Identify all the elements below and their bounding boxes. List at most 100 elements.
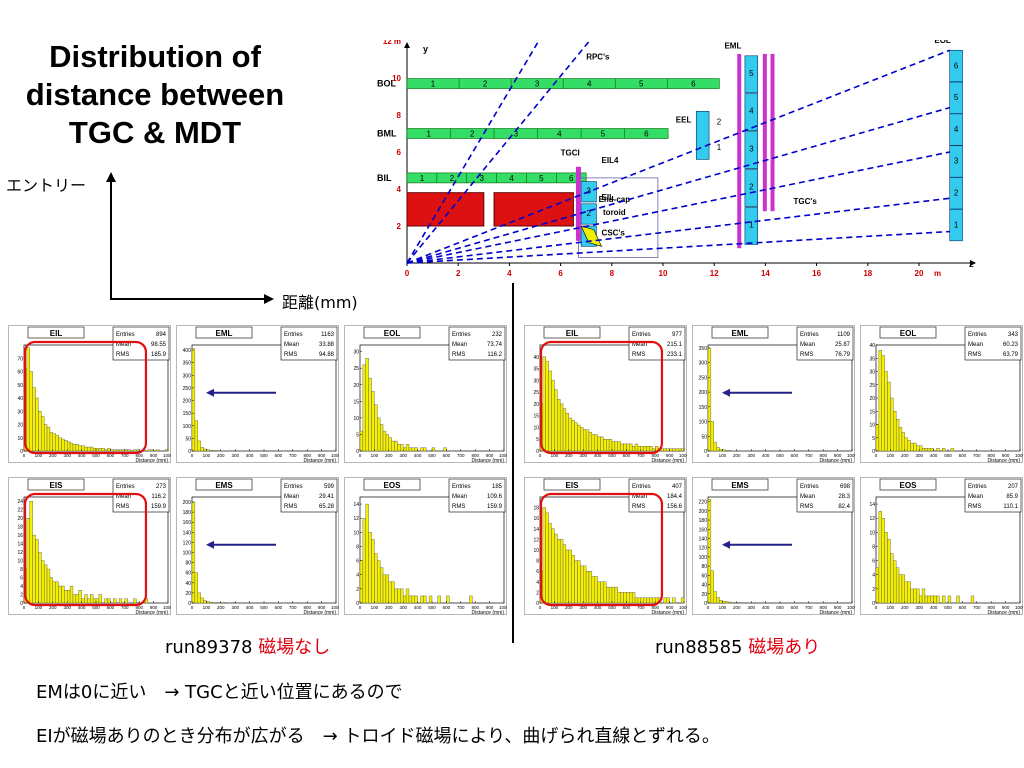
histogram-bar — [881, 518, 885, 604]
histogram-bar — [469, 595, 473, 604]
x-tick-label: 900 — [318, 605, 326, 610]
stats-value: 94.88 — [319, 352, 335, 358]
y-tick-label: 14 — [17, 542, 23, 548]
eel-chamber-number: 1 — [717, 143, 722, 152]
y-tick-label: 12 — [353, 516, 359, 522]
histogram-bar — [397, 588, 401, 604]
histogram-bar — [614, 441, 618, 452]
histogram-bar — [95, 448, 100, 452]
histogram-bar — [385, 434, 389, 452]
x-axis-title: Distance (mm) — [471, 458, 504, 463]
x-tick-label: 1000 — [1015, 605, 1023, 610]
x-tick-label: 800 — [651, 605, 659, 610]
y-tick-label: 18 — [533, 506, 539, 512]
histogram-bar — [577, 424, 581, 452]
histogram-bar — [81, 445, 85, 452]
x-tick-label: 0 — [23, 605, 26, 610]
histogram-bar — [646, 597, 650, 604]
y-tick-label: 20 — [17, 516, 23, 522]
histogram-bar — [919, 595, 923, 604]
y-tick-label: 35 — [533, 367, 539, 373]
x-tick-label: 200 — [901, 453, 909, 458]
y-tick-label: 10 — [353, 530, 359, 536]
y-tick-label: 80 — [701, 564, 707, 570]
histogram-bar — [916, 588, 920, 604]
y-tick-label: 50 — [701, 434, 707, 440]
histogram-bar — [617, 592, 621, 604]
histogram-bar — [545, 512, 549, 604]
y-tick-label: 4 — [536, 580, 539, 586]
histogram-bar — [414, 595, 418, 604]
x-tick-label: 500 — [92, 453, 100, 458]
stats-value: 116.2 — [151, 494, 166, 500]
histogram-bar — [597, 581, 601, 604]
x-tick-label: 500 — [608, 605, 616, 610]
title-box — [711, 326, 769, 339]
histogram-bar — [194, 572, 198, 604]
histogram-bar — [75, 444, 79, 452]
histogram-bar — [898, 426, 903, 452]
eml-chamber-number: 4 — [749, 107, 754, 116]
x-axis-title: Distance (mm) — [819, 458, 852, 463]
eol-chamber-number: 5 — [954, 93, 959, 102]
x-tick-label: 700 — [289, 605, 297, 610]
histogram-bar — [620, 443, 624, 452]
x-tick-label: 800 — [651, 453, 659, 458]
stats-value: 159.9 — [151, 504, 167, 510]
histogram-title: EML — [216, 329, 233, 338]
muon-track — [406, 40, 592, 264]
histogram-bar — [32, 534, 36, 604]
eel-label: EEL — [676, 115, 692, 124]
histogram-bar — [197, 440, 201, 452]
bml-chamber-number: 5 — [601, 130, 606, 139]
histogram-bar — [133, 598, 137, 604]
histogram-bar — [680, 448, 685, 452]
histogram-bar — [423, 595, 427, 604]
y-tick-label: 200 — [699, 390, 708, 396]
histogram-bar — [542, 507, 546, 604]
stats-value: 109.6 — [487, 494, 503, 500]
histogram-bar — [936, 595, 940, 604]
y-tick-label: 8 — [536, 559, 539, 565]
x-tick-label: 1000 — [1015, 453, 1023, 458]
histogram-bar — [614, 586, 618, 604]
bml-label: BML — [377, 129, 397, 139]
pointer-arrowhead — [206, 540, 214, 549]
x-tick-label: 400 — [414, 605, 422, 610]
histogram-bar — [203, 448, 207, 452]
bol-chamber-number: 6 — [691, 80, 696, 89]
x-tick-label: 300 — [231, 605, 239, 610]
y-tick-label: 18 — [17, 525, 23, 531]
x-tick-label: 400 — [78, 605, 86, 610]
stats-value: 1109 — [837, 332, 851, 338]
histogram-bar — [713, 591, 717, 604]
x-tick-label: 400 — [246, 605, 254, 610]
y-tick-label: 10 — [17, 436, 23, 442]
histogram-bar — [887, 539, 891, 604]
y-tick-label: 5 — [356, 432, 359, 438]
histogram-bar — [26, 518, 30, 604]
x-tick-label: 0 — [875, 453, 878, 458]
histogram-bar — [38, 551, 42, 604]
bml-chamber-number: 6 — [644, 130, 649, 139]
histogram-bar — [719, 600, 723, 604]
stats-key: RMS — [632, 352, 645, 358]
histogram-bar — [663, 448, 667, 452]
histogram-bar — [374, 404, 378, 452]
eel-chamber-number: 2 — [717, 117, 722, 126]
histogram-bar — [49, 577, 53, 604]
x-tick-label: 100 — [719, 605, 727, 610]
eml-chamber-number: 2 — [749, 183, 754, 192]
stats-key: Mean — [284, 342, 299, 348]
histogram-bar — [910, 442, 914, 452]
histogram-bar — [660, 448, 665, 452]
histogram-bar — [405, 588, 410, 604]
histogram-bar — [368, 377, 372, 452]
y-tick-label: 15 — [869, 409, 875, 415]
x-tick-label: 900 — [150, 605, 158, 610]
x-tick-label: 1000 — [679, 453, 687, 458]
histogram-bar — [571, 555, 575, 604]
histogram-title: EOS — [900, 481, 918, 490]
x-tick-label: 800 — [471, 453, 479, 458]
histogram-bar — [606, 439, 610, 452]
